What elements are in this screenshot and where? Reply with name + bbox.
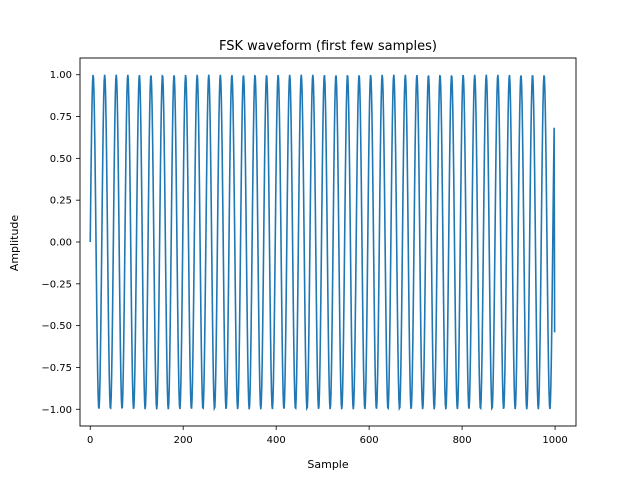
- y-tick-label: 1.00: [50, 70, 72, 81]
- y-tick-label: 0.75: [50, 112, 72, 123]
- chart-title: FSK waveform (first few samples): [219, 39, 437, 54]
- y-tick-label: −0.25: [41, 279, 72, 290]
- x-tick-label: 800: [453, 435, 472, 446]
- y-tick-label: 0.25: [50, 196, 72, 207]
- x-tick-label: 1000: [542, 435, 567, 446]
- y-tick-label: 0.00: [50, 238, 72, 249]
- y-axis-label: Amplitude: [8, 215, 21, 272]
- x-tick-label: 400: [267, 435, 286, 446]
- y-tick-label: 0.50: [50, 154, 72, 165]
- waveform-series-line: [89, 74, 556, 412]
- x-tick-label: 600: [360, 435, 379, 446]
- y-tick-label: −0.75: [41, 363, 72, 374]
- x-tick-label: 200: [174, 435, 193, 446]
- x-axis-ticks: 0 200 400 600 800 1000: [87, 426, 568, 446]
- y-tick-label: −0.50: [41, 321, 72, 332]
- x-axis-label: Sample: [307, 458, 348, 471]
- x-tick-label: 0: [87, 435, 93, 446]
- y-axis-ticks: −1.00 −0.75 −0.50 −0.25 0.00 0.25 0.50 0.75 1.00: [41, 70, 80, 416]
- y-tick-label: −1.00: [41, 405, 72, 416]
